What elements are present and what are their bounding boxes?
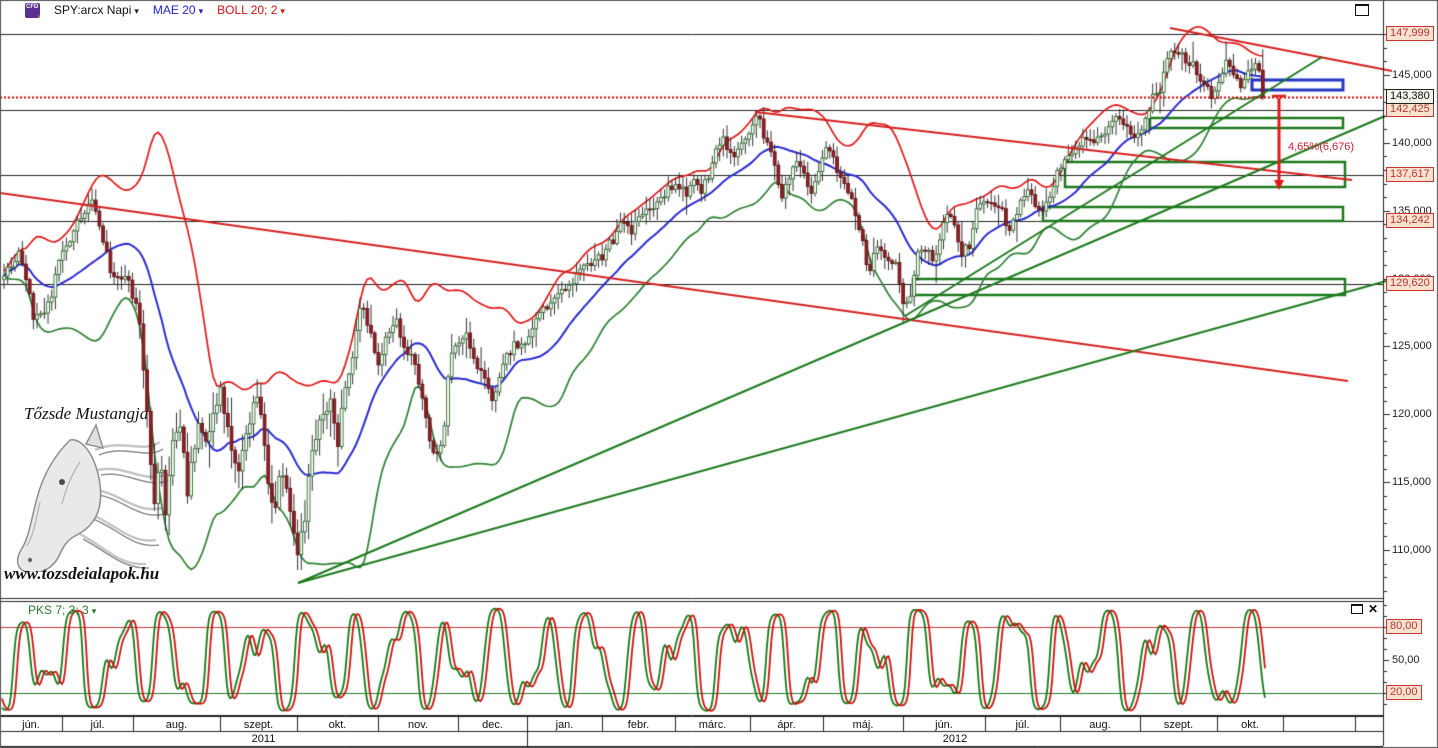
month-cell: okt. <box>328 719 347 731</box>
month-cell: júl. <box>90 719 105 731</box>
price-axis-label: 145,000 <box>1392 69 1432 81</box>
month-cell: jún. <box>935 719 953 731</box>
month-cell: szept. <box>243 719 274 731</box>
month-cell <box>1355 718 1383 732</box>
month-cell: febr. <box>627 719 650 731</box>
price-level-label: 134,242 <box>1386 213 1434 228</box>
cfd-icon-label: CFD <box>26 3 39 10</box>
toolbar: CFD SPY:arcx Napi ▾ MAE 20 ▾ BOLL 20; 2 ▾ <box>25 2 285 18</box>
chevron-down-icon: ▾ <box>134 6 139 16</box>
cfd-icon: CFD <box>25 2 40 18</box>
symbol-selector[interactable]: SPY:arcx Napi ▾ <box>54 3 139 17</box>
month-cell: júl. <box>1015 719 1030 731</box>
indicator-boll-selector[interactable]: BOLL 20; 2 ▾ <box>217 3 285 17</box>
month-cell: nov. <box>408 719 428 731</box>
restore-window-icon[interactable] <box>1355 4 1369 16</box>
chevron-down-icon: ▾ <box>91 606 97 616</box>
year-cell: 2012 <box>942 733 968 745</box>
month-cell: ápr. <box>777 719 796 731</box>
oscillator-level-label: 20,00 <box>1386 685 1422 700</box>
month-cell: szept. <box>1163 719 1194 731</box>
drop-annotation-label: 4,65%(6,676) <box>1288 141 1355 153</box>
month-cell: jún. <box>22 719 40 731</box>
month-cell: márc. <box>698 719 727 731</box>
oscillator-level-label: 80,00 <box>1386 619 1422 634</box>
oscillator-header: PKS 7; 3; 3 ▾ <box>28 603 96 617</box>
price-axis-label: 125,000 <box>1392 340 1432 353</box>
price-axis-label: 110,000 <box>1392 543 1431 556</box>
oscillator-selector[interactable]: PKS 7; 3; 3 ▾ <box>28 603 96 617</box>
chevron-down-icon: ▾ <box>198 6 204 16</box>
price-level-label: 137,617 <box>1386 167 1434 183</box>
boll-label: BOLL 20; 2 <box>217 3 278 17</box>
month-cell: okt. <box>1241 719 1259 731</box>
oscillator-pane-controls: ✕ <box>1351 602 1379 616</box>
current-price-label: 143,380 <box>1386 88 1434 104</box>
price-level-label: 142,425 <box>1386 101 1434 117</box>
month-cell: dec. <box>482 719 503 731</box>
month-cell: máj. <box>852 719 874 731</box>
price-axis-label: 120,000 <box>1392 408 1432 421</box>
mae-label: MAE 20 <box>152 3 196 17</box>
oscillator-close-icon[interactable]: ✕ <box>1368 602 1379 616</box>
oscillator-axis-label: 50,00 <box>1392 654 1420 666</box>
chevron-down-icon: ▾ <box>280 6 285 16</box>
indicator-mae-selector[interactable]: MAE 20 ▾ <box>153 3 203 17</box>
price-level-label: 147,999 <box>1386 26 1434 42</box>
year-cell: 2011 <box>251 733 276 745</box>
month-cell: jan. <box>555 719 574 731</box>
price-axis-label: 115,000 <box>1392 476 1431 489</box>
price-axis-label: 140,000 <box>1392 136 1432 149</box>
price-level-label: 129,620 <box>1386 275 1434 291</box>
symbol-label: SPY:arcx Napi <box>54 3 132 17</box>
oscillator-restore-icon[interactable] <box>1351 604 1363 614</box>
oscillator-label: PKS 7; 3; 3 <box>28 603 89 617</box>
month-cell: aug. <box>1089 719 1111 731</box>
month-cell <box>1283 718 1355 732</box>
month-cell: aug. <box>165 719 188 731</box>
